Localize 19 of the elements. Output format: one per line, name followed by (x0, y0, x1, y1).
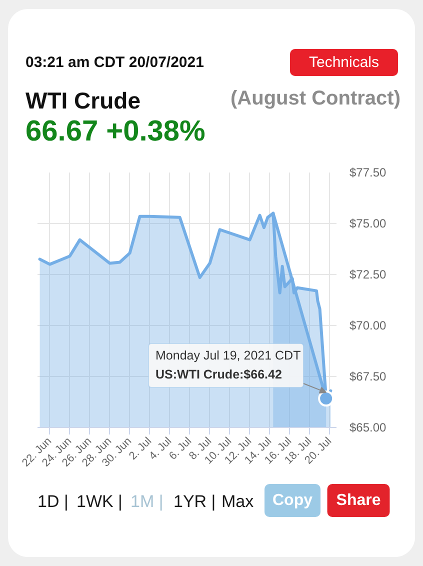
y-tick-label: $70.00 (350, 318, 387, 332)
text: Max (222, 492, 254, 511)
text: Technicals (308, 54, 380, 71)
y-tick-label: $72.50 (350, 268, 387, 282)
text: 66.67 +0.38% (26, 116, 206, 148)
text: 03:21 am CDT 20/07/2021 (26, 54, 204, 71)
text: 1D | (38, 492, 68, 511)
y-tick-label: $67.50 (350, 370, 387, 384)
annotation: Monday Jul 19, 2021 CDT US:WTI Crude:$66.42 (156, 348, 302, 382)
chart-title: WTI Crude (26, 88, 140, 114)
text: 1YR | (174, 492, 216, 511)
text: 1WK | (76, 492, 122, 511)
chart-subtitle: (August Contract) (230, 88, 401, 110)
text: Copy (272, 492, 313, 509)
text: 1M | (130, 492, 164, 511)
y-tick-label: $65.00 (350, 420, 387, 434)
y-tick-label: $77.50 (350, 166, 387, 180)
y-tick-label: $75.00 (350, 216, 387, 230)
text: Share (336, 492, 381, 509)
